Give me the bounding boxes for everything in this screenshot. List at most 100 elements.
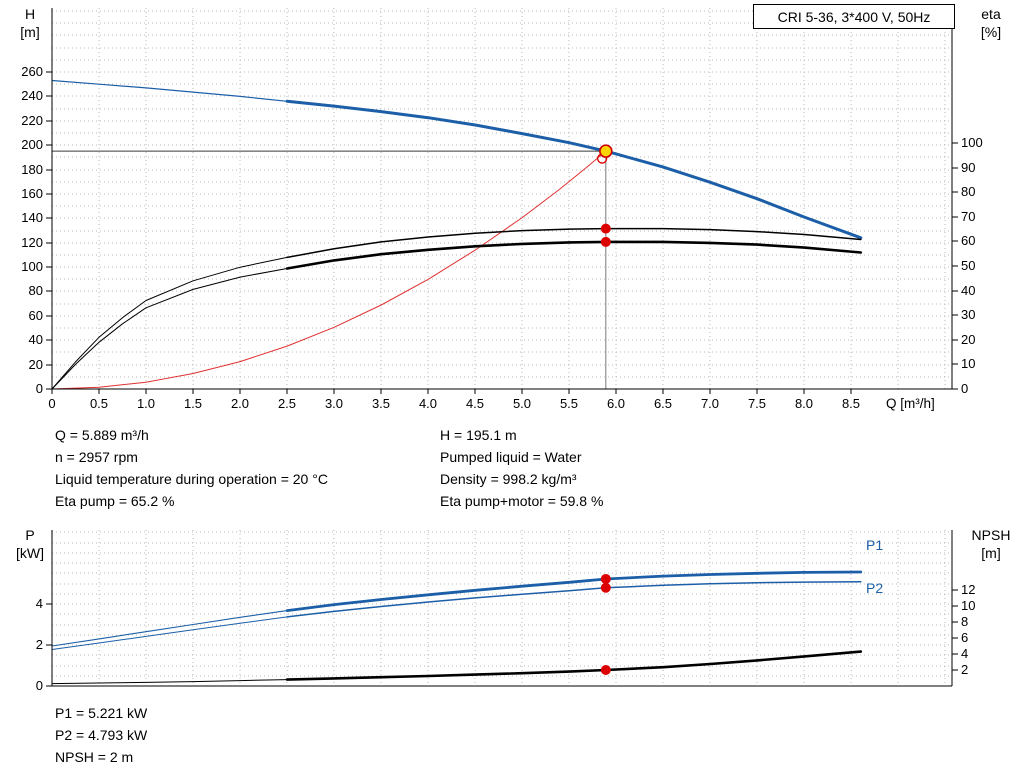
svg-text:8.0: 8.0 bbox=[795, 396, 813, 411]
svg-text:160: 160 bbox=[21, 186, 43, 201]
svg-text:40: 40 bbox=[961, 283, 975, 298]
svg-text:6.0: 6.0 bbox=[607, 396, 625, 411]
svg-text:4.5: 4.5 bbox=[466, 396, 484, 411]
duty-info-left: Q = 5.889 m³/h n = 2957 rpm Liquid tempe… bbox=[55, 424, 328, 512]
svg-text:60: 60 bbox=[29, 308, 43, 323]
p1-curve-thin bbox=[51, 610, 288, 647]
svg-text:20: 20 bbox=[29, 357, 43, 372]
svg-text:7.5: 7.5 bbox=[748, 396, 766, 411]
svg-text:5.0: 5.0 bbox=[513, 396, 531, 411]
duty-point[interactable] bbox=[599, 144, 613, 158]
svg-text:4.0: 4.0 bbox=[419, 396, 437, 411]
svg-text:50: 50 bbox=[961, 258, 975, 273]
p2-curve bbox=[286, 580, 862, 618]
svg-text:100: 100 bbox=[961, 135, 983, 150]
svg-text:120: 120 bbox=[21, 235, 43, 250]
svg-text:0: 0 bbox=[48, 396, 55, 411]
duty-info-right: H = 195.1 m Pumped liquid = Water Densit… bbox=[440, 424, 603, 512]
npsh-curve-thin bbox=[51, 679, 288, 685]
svg-text:2.5: 2.5 bbox=[278, 396, 296, 411]
system-curve bbox=[51, 150, 607, 390]
svg-text:40: 40 bbox=[29, 332, 43, 347]
svg-text:30: 30 bbox=[961, 307, 975, 322]
svg-text:0: 0 bbox=[961, 381, 968, 396]
eta-pump-curve-thin bbox=[51, 256, 288, 390]
bottom-chart-axes bbox=[51, 530, 953, 687]
svg-text:240: 240 bbox=[21, 88, 43, 103]
svg-text:4: 4 bbox=[961, 646, 968, 661]
npsh-axis-title: NPSH [m] bbox=[962, 526, 1020, 562]
svg-text:5.5: 5.5 bbox=[560, 396, 578, 411]
svg-text:0: 0 bbox=[36, 678, 43, 693]
info-p1: P1 = 5.221 kW bbox=[55, 705, 148, 721]
npsh-curve bbox=[285, 650, 863, 681]
svg-text:8: 8 bbox=[961, 614, 968, 629]
svg-text:260: 260 bbox=[21, 64, 43, 79]
h-axis-title-line2: [m] bbox=[20, 24, 40, 40]
info-density: Density = 998.2 kg/m³ bbox=[440, 471, 577, 487]
svg-text:10: 10 bbox=[961, 598, 975, 613]
eta-pump-motor-curve-thin bbox=[51, 268, 288, 390]
info-speed: n = 2957 rpm bbox=[55, 449, 138, 465]
top-chart-grid bbox=[52, 8, 952, 389]
svg-text:6: 6 bbox=[961, 630, 968, 645]
h-axis-title-line1: H bbox=[24, 6, 36, 22]
eta-pump-curve bbox=[286, 227, 862, 259]
head-curve-thin bbox=[51, 79, 288, 102]
p-axis-title-line2: [kW] bbox=[16, 545, 44, 561]
eta-pump-motor-point bbox=[600, 236, 611, 247]
svg-text:60: 60 bbox=[961, 233, 975, 248]
svg-text:1.0: 1.0 bbox=[137, 396, 155, 411]
svg-text:180: 180 bbox=[21, 162, 43, 177]
head-curve bbox=[285, 99, 863, 240]
svg-text:140: 140 bbox=[21, 210, 43, 225]
p-axis-title-line1: P bbox=[25, 527, 35, 543]
pump-model-label: CRI 5-36, 3*400 V, 50Hz bbox=[777, 8, 931, 25]
p1-curve bbox=[285, 570, 863, 612]
info-head: H = 195.1 m bbox=[440, 427, 517, 443]
svg-text:0: 0 bbox=[36, 381, 43, 396]
top-chart-ticks: 0 0.5 1.0 1.5 2.0 2.5 3.0 3.5 4.0 4.5 5.0 5.5 6.0 6.5… bbox=[21, 64, 982, 411]
bottom-chart-grid bbox=[52, 530, 952, 686]
info-p2: P2 = 4.793 kW bbox=[55, 727, 148, 743]
top-chart: 0 0.5 1.0 1.5 2.0 2.5 3.0 3.5 4.0 4.5 5.0 5.5 6.0 6.5… bbox=[21, 8, 983, 411]
p2-curve-thin bbox=[51, 616, 288, 650]
svg-text:2: 2 bbox=[36, 637, 43, 652]
npsh-point bbox=[600, 665, 611, 675]
p2-point bbox=[600, 582, 611, 593]
eta-axis-title-line1: eta bbox=[981, 6, 1001, 22]
svg-text:0.5: 0.5 bbox=[90, 396, 108, 411]
power-info: P1 = 5.221 kW P2 = 4.793 kW NPSH = 2 m bbox=[55, 702, 147, 768]
svg-text:3.0: 3.0 bbox=[325, 396, 343, 411]
p1-curve-label: P1 bbox=[866, 537, 884, 553]
svg-text:80: 80 bbox=[961, 184, 975, 199]
npsh-axis-title-line2: [m] bbox=[981, 545, 1001, 561]
svg-text:2.0: 2.0 bbox=[231, 396, 249, 411]
svg-text:220: 220 bbox=[21, 113, 43, 128]
info-eta-pump-motor: Eta pump+motor = 59.8 % bbox=[440, 493, 604, 509]
p1-point bbox=[600, 573, 611, 584]
info-npsh: NPSH = 2 m bbox=[55, 749, 134, 765]
info-q: Q = 5.889 m³/h bbox=[55, 427, 149, 443]
svg-text:12: 12 bbox=[961, 582, 975, 597]
svg-text:10: 10 bbox=[961, 356, 975, 371]
eta-axis-title-line2: [%] bbox=[980, 24, 1002, 40]
info-eta-pump: Eta pump = 65.2 % bbox=[55, 493, 175, 509]
svg-text:200: 200 bbox=[21, 137, 43, 152]
eta-pump-motor-curve bbox=[285, 240, 863, 270]
eta-pump-point bbox=[600, 223, 611, 234]
p-axis-title: P [kW] bbox=[8, 526, 52, 562]
pump-model-box: CRI 5-36, 3*400 V, 50Hz bbox=[753, 4, 955, 29]
svg-text:3.5: 3.5 bbox=[372, 396, 390, 411]
svg-text:4: 4 bbox=[36, 596, 43, 611]
eta-axis-title: eta [%] bbox=[966, 5, 1016, 41]
svg-text:2: 2 bbox=[961, 662, 968, 677]
svg-text:8.5: 8.5 bbox=[842, 396, 860, 411]
svg-text:20: 20 bbox=[961, 332, 975, 347]
svg-text:7.0: 7.0 bbox=[701, 396, 719, 411]
svg-text:1.5: 1.5 bbox=[184, 396, 202, 411]
p2-curve-label: P2 bbox=[866, 580, 884, 596]
